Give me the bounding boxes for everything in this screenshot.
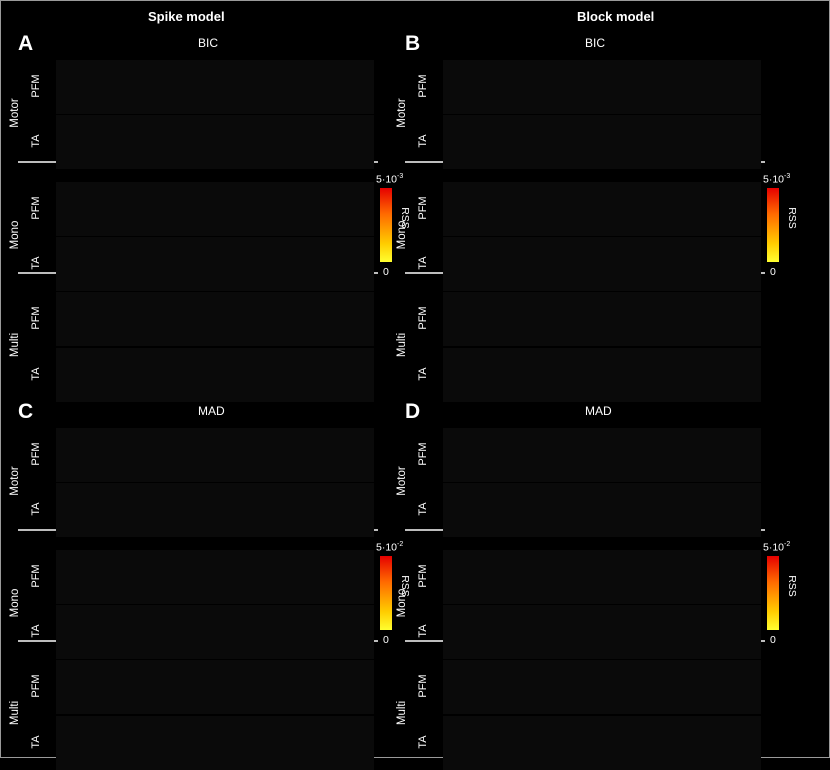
- slice-strip: [56, 550, 374, 604]
- block-model-title: Block model: [577, 9, 655, 24]
- row-label-pfm: PFM: [30, 442, 42, 466]
- row-label-pfm: PFM: [417, 74, 429, 98]
- row-label-pfm: PFM: [417, 306, 429, 330]
- panel-metric: MAD: [198, 404, 225, 418]
- group-label-mono: Mono: [396, 588, 408, 617]
- slice-strip: [443, 605, 761, 659]
- row-label-pfm: PFM: [30, 564, 42, 588]
- group-label-mono: Mono: [9, 220, 21, 249]
- panel-metric: BIC: [198, 36, 219, 50]
- group-label-mono: Mono: [9, 588, 21, 617]
- group-label-multi: Multi: [9, 332, 21, 358]
- slice-strip: [56, 348, 374, 402]
- colorbar-label: RSS: [786, 575, 798, 597]
- slice-strip: [443, 115, 761, 169]
- panel-letter: C: [18, 400, 34, 423]
- slice-strip: [443, 182, 761, 236]
- slice-strip: [56, 292, 374, 346]
- panel-metric: MAD: [585, 404, 612, 418]
- slice-strip: [56, 428, 374, 482]
- group-label-motor: Motor: [396, 97, 408, 128]
- row-label-ta: TA: [30, 367, 42, 381]
- row-label-ta: TA: [30, 735, 42, 749]
- group-label-motor: Motor: [396, 465, 408, 496]
- row-label-ta: TA: [30, 502, 42, 516]
- slice-strip: [56, 115, 374, 169]
- spike-model-title: Spike model: [148, 9, 225, 24]
- slice-strip: [443, 660, 761, 714]
- slice-strip: [56, 60, 374, 114]
- slice-strip: [56, 182, 374, 236]
- group-label-multi: Multi: [396, 332, 408, 358]
- row-label-pfm: PFM: [30, 306, 42, 330]
- colorbar: [380, 556, 392, 630]
- colorbar-max: 5·10-2: [376, 541, 404, 554]
- slice-strip: [443, 292, 761, 346]
- panel-letter: D: [405, 400, 421, 423]
- slice-strip: [56, 660, 374, 714]
- slice-strip: [443, 60, 761, 114]
- row-label-pfm: PFM: [417, 442, 429, 466]
- row-label-ta: TA: [30, 134, 42, 148]
- row-label-pfm: PFM: [30, 196, 42, 220]
- slice-strip: [443, 428, 761, 482]
- slice-strip: [443, 348, 761, 402]
- row-label-pfm: PFM: [417, 564, 429, 588]
- panel-letter: B: [405, 32, 421, 55]
- row-label-pfm: PFM: [30, 674, 42, 698]
- slice-strip: [56, 605, 374, 659]
- slice-strip: [443, 716, 761, 770]
- row-label-ta: TA: [417, 256, 429, 270]
- group-label-motor: Motor: [9, 97, 21, 128]
- row-label-pfm: PFM: [417, 674, 429, 698]
- row-label-ta: TA: [417, 134, 429, 148]
- colorbar-min: 0: [770, 634, 776, 646]
- row-label-pfm: PFM: [417, 196, 429, 220]
- row-label-ta: TA: [417, 735, 429, 749]
- row-label-pfm: PFM: [30, 74, 42, 98]
- colorbar-min: 0: [383, 634, 389, 646]
- group-label-mono: Mono: [396, 220, 408, 249]
- group-label-motor: Motor: [9, 465, 21, 496]
- row-label-ta: TA: [30, 624, 42, 638]
- colorbar: [767, 188, 779, 262]
- colorbar: [380, 188, 392, 262]
- slice-strip: [443, 483, 761, 537]
- group-label-multi: Multi: [396, 700, 408, 726]
- colorbar-min: 0: [383, 266, 389, 278]
- panel-letter: A: [18, 32, 34, 55]
- colorbar-label: RSS: [786, 207, 798, 229]
- slice-strip: [56, 237, 374, 291]
- row-label-ta: TA: [417, 624, 429, 638]
- panel-metric: BIC: [585, 36, 606, 50]
- slice-strip: [56, 716, 374, 770]
- row-label-ta: TA: [417, 502, 429, 516]
- slice-strip: [56, 483, 374, 537]
- colorbar-max: 5·10-2: [763, 541, 791, 554]
- row-label-ta: TA: [30, 256, 42, 270]
- colorbar: [767, 556, 779, 630]
- colorbar-max: 5·10-3: [763, 173, 791, 186]
- group-label-multi: Multi: [9, 700, 21, 726]
- colorbar-max: 5·10-3: [376, 173, 404, 186]
- slice-strip: [443, 550, 761, 604]
- row-label-ta: TA: [417, 367, 429, 381]
- slice-strip: [443, 237, 761, 291]
- colorbar-min: 0: [770, 266, 776, 278]
